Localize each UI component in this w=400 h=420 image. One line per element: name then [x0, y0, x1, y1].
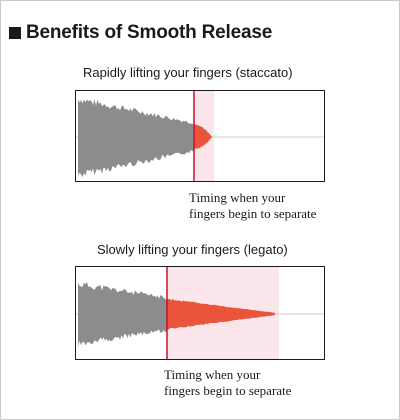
title-bullet-square — [9, 27, 21, 39]
staccato-waveform-svg — [76, 91, 324, 181]
staccato-label: Rapidly lifting your fingers (staccato) — [83, 65, 293, 80]
staccato-waveform-panel — [75, 90, 325, 182]
title-row: Benefits of Smooth Release — [9, 20, 272, 46]
figure-title: Benefits of Smooth Release — [26, 22, 273, 43]
legato-caption-line1: Timing when your — [164, 367, 261, 382]
legato-label: Slowly lifting your fingers (legato) — [97, 242, 288, 257]
legato-waveform-svg — [76, 267, 324, 359]
legato-caption: Timing when your fingers begin to separa… — [164, 367, 291, 399]
legato-caption-line2: fingers begin to separate — [164, 383, 292, 398]
legato-gray-waveform — [78, 282, 167, 347]
legato-waveform-panel — [75, 266, 325, 360]
staccato-caption-line1: Timing when your — [189, 190, 286, 205]
legato-orange-release — [167, 298, 275, 330]
staccato-orange-release — [194, 124, 212, 149]
staccato-caption: Timing when your fingers begin to separa… — [189, 190, 316, 222]
staccato-gray-waveform — [78, 99, 194, 178]
staccato-caption-line2: fingers begin to separate — [189, 206, 317, 221]
